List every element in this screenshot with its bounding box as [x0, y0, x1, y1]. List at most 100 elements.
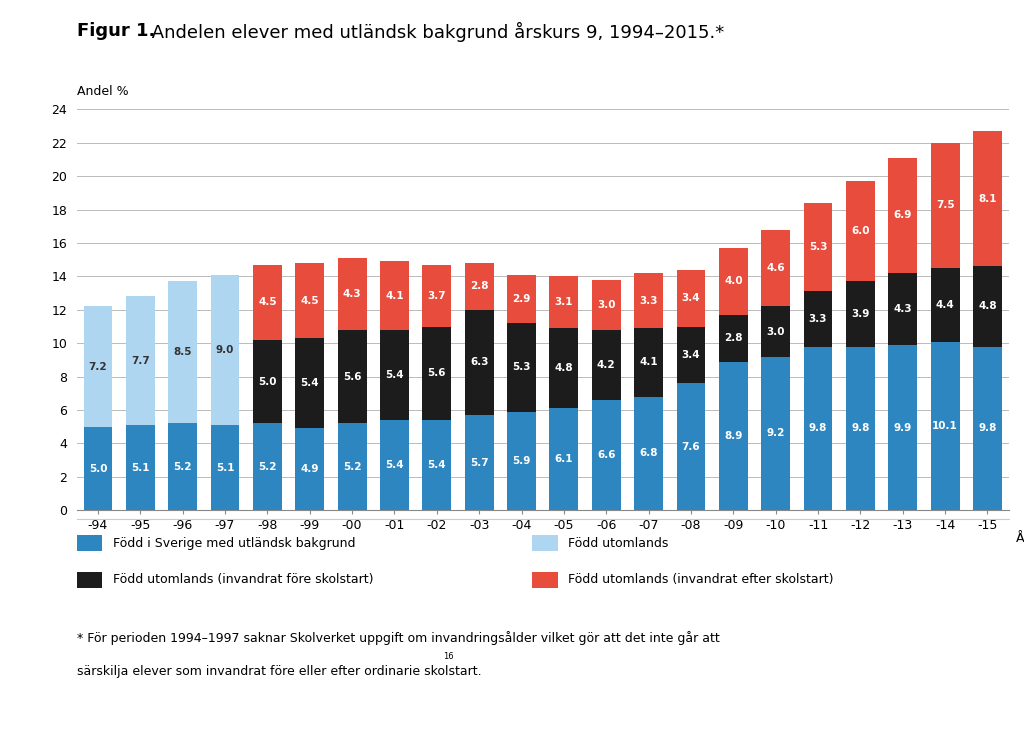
- Text: 5.7: 5.7: [470, 458, 488, 468]
- Text: Född i Sverige med utländsk bakgrund: Född i Sverige med utländsk bakgrund: [113, 537, 355, 550]
- Text: 7.5: 7.5: [936, 200, 954, 211]
- Text: 6.9: 6.9: [894, 211, 912, 220]
- Text: 9.0: 9.0: [216, 345, 234, 355]
- Text: 3.4: 3.4: [682, 293, 700, 303]
- Text: 4.5: 4.5: [300, 296, 319, 305]
- Text: 2.8: 2.8: [724, 333, 742, 343]
- Text: 2.8: 2.8: [470, 281, 488, 292]
- Bar: [507, 412, 536, 510]
- Bar: [507, 275, 536, 323]
- Bar: [465, 310, 494, 415]
- Text: 6.0: 6.0: [851, 226, 869, 236]
- Bar: [550, 408, 579, 510]
- Bar: [973, 346, 1001, 510]
- Text: 4.5: 4.5: [258, 297, 276, 308]
- Text: 7.7: 7.7: [131, 356, 150, 366]
- Text: 5.9: 5.9: [512, 456, 530, 466]
- Text: 5.2: 5.2: [173, 462, 191, 472]
- Bar: [380, 420, 409, 510]
- Bar: [423, 327, 452, 420]
- Bar: [973, 131, 1001, 266]
- Text: 2.9: 2.9: [512, 294, 530, 304]
- Text: 6.6: 6.6: [597, 451, 615, 460]
- Text: Andel %: Andel %: [77, 85, 128, 98]
- Text: 5.4: 5.4: [300, 378, 319, 389]
- Bar: [423, 420, 452, 510]
- Text: 9.8: 9.8: [851, 424, 869, 434]
- Bar: [931, 342, 959, 510]
- Text: 7.6: 7.6: [682, 442, 700, 452]
- Bar: [889, 157, 918, 273]
- Text: 3.7: 3.7: [427, 291, 446, 300]
- Bar: [507, 323, 536, 412]
- Bar: [253, 424, 282, 510]
- Bar: [168, 424, 197, 510]
- Bar: [295, 338, 325, 429]
- Bar: [465, 415, 494, 510]
- Bar: [634, 397, 663, 510]
- Text: 9.8: 9.8: [978, 424, 996, 434]
- Bar: [804, 292, 833, 346]
- Text: Född utomlands: Född utomlands: [568, 537, 669, 550]
- Bar: [761, 356, 791, 510]
- Text: Född utomlands (invandrat efter skolstart): Född utomlands (invandrat efter skolstar…: [568, 573, 834, 586]
- Bar: [423, 265, 452, 327]
- Text: 3.3: 3.3: [809, 314, 827, 324]
- Text: 5.3: 5.3: [809, 242, 827, 252]
- Text: 4.3: 4.3: [343, 289, 361, 299]
- Bar: [380, 262, 409, 330]
- Bar: [253, 265, 282, 340]
- Text: Andelen elever med utländsk bakgrund årskurs 9, 1994–2015.*: Andelen elever med utländsk bakgrund års…: [146, 22, 725, 42]
- Text: 3.4: 3.4: [682, 350, 700, 360]
- Text: 3.0: 3.0: [597, 300, 615, 310]
- Text: 9.9: 9.9: [894, 423, 912, 432]
- Bar: [338, 330, 367, 424]
- Bar: [592, 400, 621, 510]
- Text: 5.4: 5.4: [385, 460, 403, 470]
- Bar: [295, 429, 325, 510]
- Text: 4.1: 4.1: [639, 357, 658, 367]
- Text: 4.8: 4.8: [555, 363, 573, 373]
- Bar: [719, 362, 748, 510]
- Text: 8.9: 8.9: [724, 431, 742, 441]
- Bar: [211, 425, 240, 510]
- Text: 4.6: 4.6: [766, 263, 785, 273]
- Bar: [465, 263, 494, 310]
- Text: 5.3: 5.3: [512, 362, 530, 373]
- X-axis label: År: År: [1016, 532, 1024, 545]
- Text: 5.6: 5.6: [343, 372, 361, 382]
- Text: Figur 1.: Figur 1.: [77, 22, 156, 40]
- Bar: [973, 266, 1001, 346]
- Text: 4.3: 4.3: [893, 304, 912, 314]
- Bar: [592, 330, 621, 400]
- Text: 4.1: 4.1: [385, 291, 403, 300]
- Bar: [846, 182, 874, 281]
- Text: 16: 16: [443, 652, 454, 660]
- Bar: [84, 426, 113, 510]
- Text: 7.2: 7.2: [89, 362, 108, 372]
- Text: 4.8: 4.8: [978, 302, 996, 311]
- Bar: [338, 258, 367, 330]
- Text: 6.1: 6.1: [555, 454, 573, 464]
- Text: 3.3: 3.3: [639, 296, 657, 305]
- Bar: [84, 306, 113, 426]
- Bar: [677, 383, 706, 510]
- Bar: [126, 425, 155, 510]
- Text: 5.0: 5.0: [258, 377, 276, 386]
- Bar: [338, 424, 367, 510]
- Text: 4.4: 4.4: [936, 300, 954, 310]
- Bar: [804, 346, 833, 510]
- Text: 5.1: 5.1: [131, 463, 150, 472]
- Text: * För perioden 1994–1997 saknar Skolverket uppgift om invandringsålder vilket gö: * För perioden 1994–1997 saknar Skolverk…: [77, 631, 720, 644]
- Text: 8.1: 8.1: [978, 194, 996, 203]
- Text: 5.2: 5.2: [258, 462, 276, 472]
- Text: 10.1: 10.1: [932, 421, 958, 431]
- Text: 9.8: 9.8: [809, 424, 827, 434]
- Bar: [719, 248, 748, 315]
- Bar: [550, 328, 579, 408]
- Text: 5.1: 5.1: [216, 463, 234, 472]
- Text: 5.4: 5.4: [427, 460, 446, 470]
- Bar: [931, 143, 959, 268]
- Bar: [295, 263, 325, 338]
- Bar: [126, 297, 155, 425]
